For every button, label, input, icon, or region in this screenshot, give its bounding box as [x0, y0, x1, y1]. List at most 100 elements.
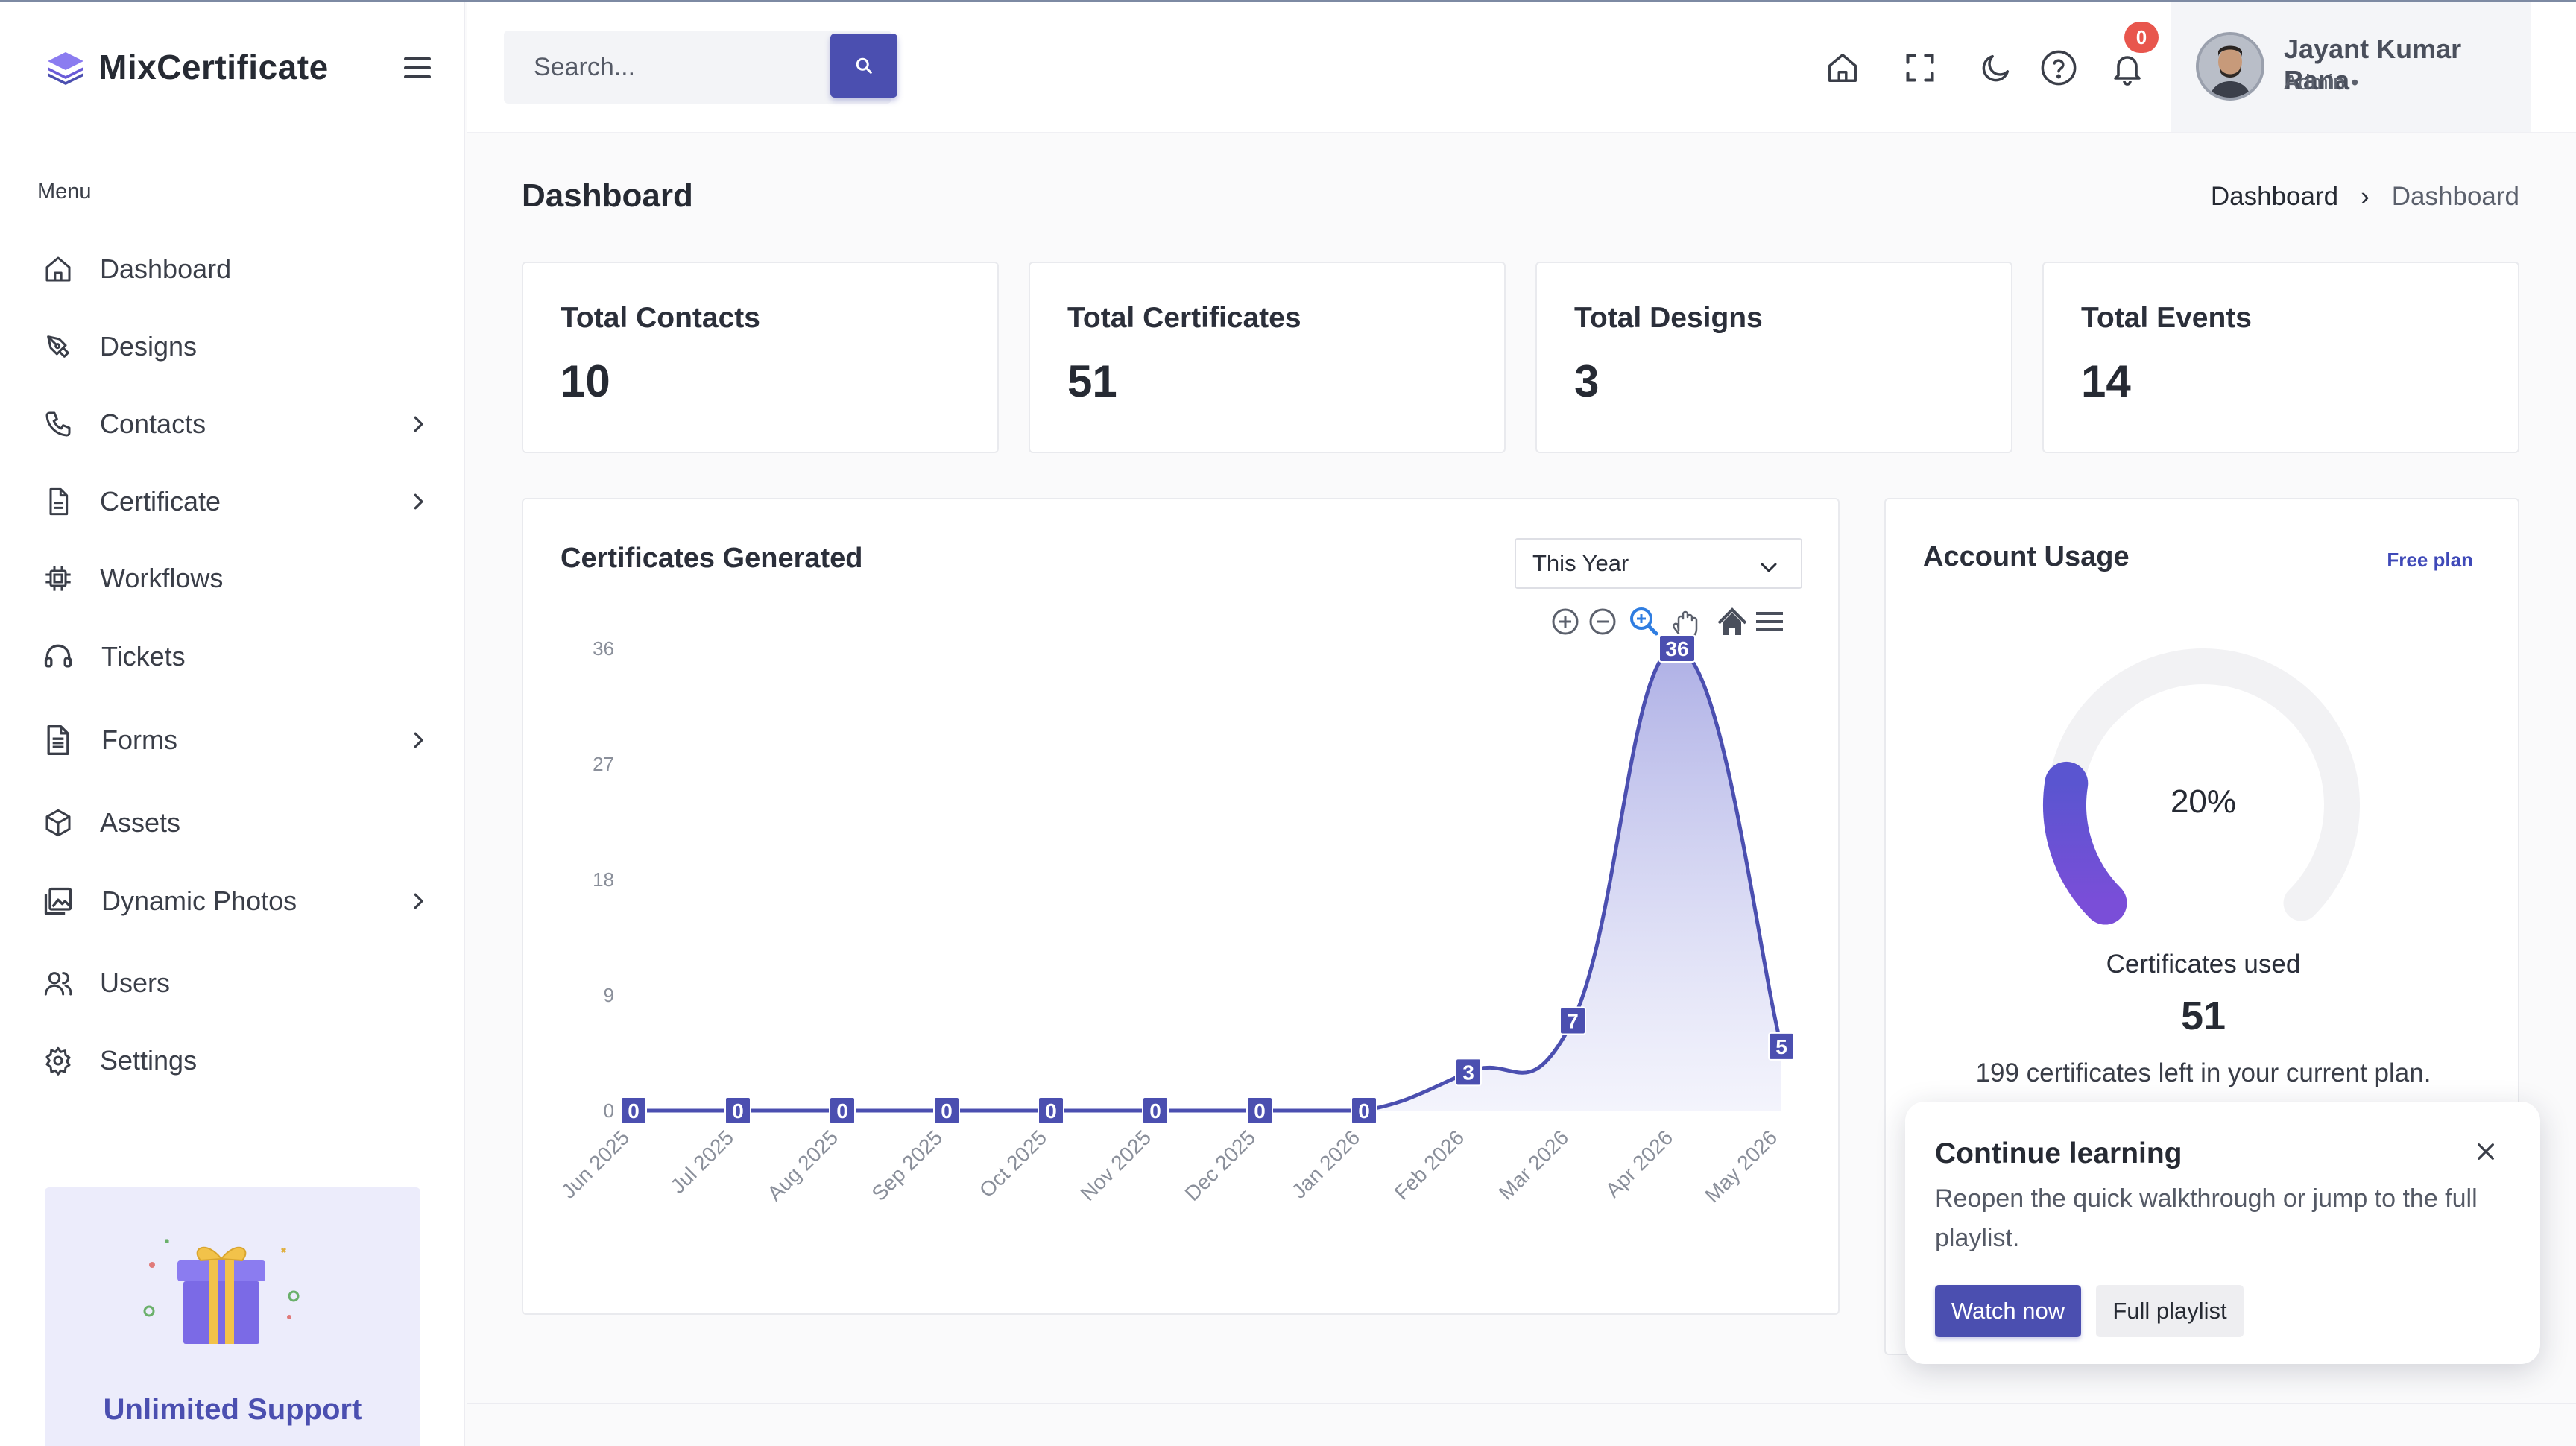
stat-card-contacts: Total Contacts 10: [522, 262, 999, 453]
layers-logo-icon: [48, 52, 83, 85]
sidebar-item-dynamic-photos[interactable]: Dynamic Photos: [42, 875, 429, 927]
selection-zoom-icon[interactable]: [1630, 607, 1658, 636]
gauge-percent-label: 20%: [2171, 783, 2236, 820]
chevron-right-icon: [407, 490, 429, 517]
data-point-label[interactable]: 0: [724, 1096, 751, 1125]
support-promo[interactable]: Unlimited Support: [45, 1187, 420, 1446]
popup-title: Continue learning: [1935, 1137, 2182, 1169]
search-bar: [504, 31, 897, 104]
usage-gauge: 20%: [2043, 648, 2360, 925]
data-point-label[interactable]: 0: [1246, 1096, 1273, 1125]
data-point-label[interactable]: 36: [1658, 634, 1696, 663]
stat-label: Total Certificates: [1067, 302, 1301, 334]
sidebar-item-label: Dynamic Photos: [101, 885, 297, 916]
gallery-icon: [42, 885, 75, 918]
fullscreen-button[interactable]: [1899, 47, 1941, 89]
fullscreen-icon: [1906, 54, 1934, 82]
phone-icon: [42, 408, 75, 441]
data-point-label[interactable]: 0: [933, 1096, 960, 1125]
y-tick-label: 36: [593, 637, 614, 660]
stat-label: Total Contacts: [561, 302, 760, 334]
data-point-label[interactable]: 0: [1142, 1096, 1169, 1125]
page-title: Dashboard: [522, 177, 693, 214]
pen-tool-icon: [42, 330, 75, 363]
user-menu[interactable]: Jayant Kumar Rana Admin •: [2171, 2, 2531, 132]
sidebar-item-dashboard[interactable]: Dashboard: [42, 243, 429, 295]
svg-text:0: 0: [1045, 1099, 1057, 1123]
data-point-label[interactable]: 5: [1768, 1032, 1795, 1061]
pan-hand-icon[interactable]: [1673, 610, 1698, 640]
theme-toggle-button[interactable]: [1975, 47, 2017, 89]
sidebar-item-label: Users: [100, 967, 171, 998]
top-border: [0, 0, 2576, 2]
svg-text:0: 0: [732, 1099, 744, 1123]
menu-toggle-button[interactable]: [402, 56, 432, 83]
reset-zoom-home-icon[interactable]: [1717, 607, 1747, 635]
full-playlist-button[interactable]: Full playlist: [2096, 1285, 2244, 1337]
sidebar-item-label: Designs: [100, 331, 198, 362]
x-axis: Jun 2025 Jul 2025 Aug 2025 Sep 2025 Oct 2025…: [557, 1125, 1781, 1207]
search-button[interactable]: [830, 34, 897, 98]
stat-card-events: Total Events 14: [2042, 262, 2519, 453]
period-select[interactable]: This Year: [1515, 538, 1802, 589]
user-role: Admin •: [2284, 71, 2359, 95]
sidebar-item-settings[interactable]: Settings: [42, 1035, 429, 1087]
sidebar-item-forms[interactable]: Forms: [42, 714, 429, 766]
x-tick-label: Sep 2025: [868, 1125, 947, 1205]
usage-label: Certificates used: [2106, 950, 2301, 979]
sidebar-item-label: Assets: [100, 807, 181, 838]
svg-text:7: 7: [1567, 1009, 1579, 1032]
data-point-label[interactable]: 0: [829, 1096, 856, 1125]
sidebar-item-label: Contacts: [100, 408, 206, 439]
sidebar-item-workflows[interactable]: Workflows: [42, 552, 429, 604]
chart-menu-icon[interactable]: [1756, 612, 1783, 631]
sidebar-item-designs[interactable]: Designs: [42, 321, 429, 373]
watch-now-button[interactable]: Watch now: [1935, 1285, 2081, 1337]
help-icon: [2041, 50, 2077, 86]
users-icon: [42, 967, 75, 1000]
gear-icon: [42, 1044, 75, 1077]
home-button[interactable]: [1822, 47, 1863, 89]
file-icon: [42, 485, 75, 518]
sidebar-item-label: Dashboard: [100, 253, 232, 284]
svg-text:5: 5: [1775, 1035, 1787, 1058]
x-tick-label: Nov 2025: [1076, 1125, 1156, 1205]
sidebar-item-tickets[interactable]: Tickets: [42, 631, 429, 683]
sidebar-item-contacts[interactable]: Contacts: [42, 398, 429, 450]
stat-card-designs: Total Designs 3: [1535, 262, 2012, 453]
breadcrumb-link[interactable]: Dashboard: [2210, 182, 2339, 211]
x-tick-label: Jul 2025: [666, 1125, 738, 1198]
promo-title: Unlimited Support: [103, 1393, 362, 1426]
sidebar-item-certificate[interactable]: Certificate: [42, 476, 429, 528]
data-point-label[interactable]: 3: [1455, 1058, 1482, 1087]
data-point-label[interactable]: 0: [1038, 1096, 1064, 1125]
svg-text:0: 0: [1254, 1099, 1266, 1123]
plan-badge[interactable]: Free plan: [2387, 549, 2473, 571]
svg-text:3: 3: [1462, 1061, 1474, 1084]
help-button[interactable]: [2038, 47, 2080, 89]
bell-icon: [2114, 56, 2141, 86]
svg-text:36: 36: [1665, 637, 1688, 660]
gift-icon: [143, 1238, 300, 1344]
zoom-in-icon[interactable]: [1552, 608, 1579, 635]
chevron-right-icon: [407, 413, 429, 439]
notifications-button[interactable]: [2106, 47, 2148, 89]
sidebar-item-users[interactable]: Users: [42, 957, 429, 1009]
sidebar-item-assets[interactable]: Assets: [42, 797, 429, 849]
data-point-label[interactable]: 0: [620, 1096, 647, 1125]
data-point-label[interactable]: 7: [1559, 1006, 1586, 1035]
search-input[interactable]: [504, 31, 817, 104]
data-point-label[interactable]: 0: [1351, 1096, 1377, 1125]
sidebar-item-label: Certificate: [100, 486, 221, 517]
document-icon: [42, 724, 75, 757]
popup-close-button[interactable]: [2467, 1133, 2504, 1170]
svg-text:0: 0: [836, 1099, 848, 1123]
stat-value: 14: [2081, 356, 2131, 406]
svg-text:0: 0: [1358, 1099, 1370, 1123]
stat-card-certificates: Total Certificates 51: [1029, 262, 1506, 453]
x-tick-label: Dec 2025: [1181, 1125, 1260, 1205]
breadcrumb-separator: ›: [2361, 182, 2370, 211]
app-name: MixCertificate: [98, 48, 329, 86]
brand[interactable]: MixCertificate: [46, 47, 329, 87]
zoom-out-icon[interactable]: [1589, 608, 1616, 635]
